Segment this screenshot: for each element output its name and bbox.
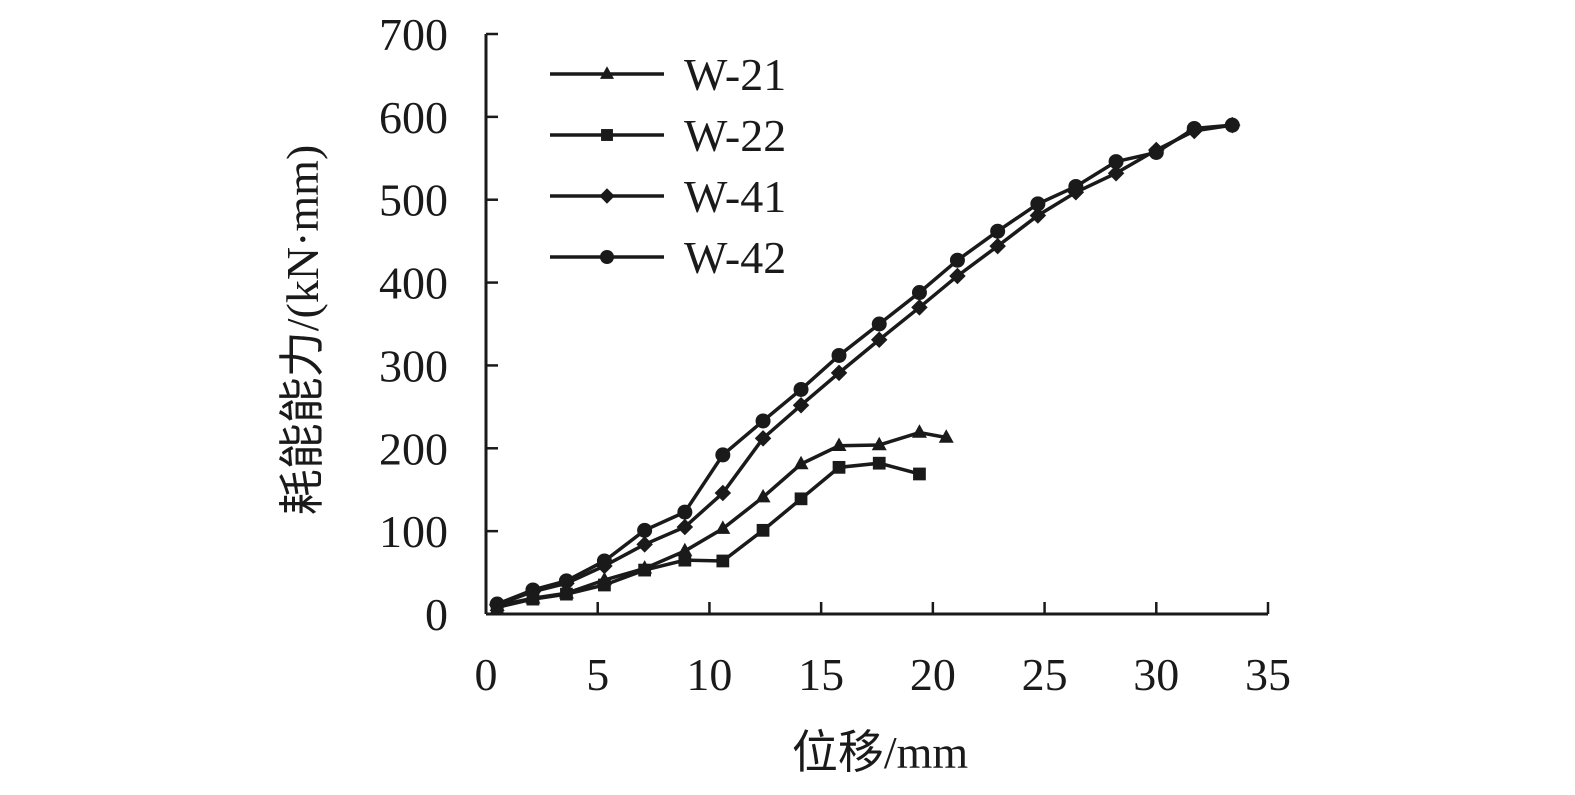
x-tick-label: 25: [1022, 649, 1068, 700]
legend-label: W-21: [684, 49, 786, 100]
y-tick-label: 100: [379, 506, 448, 557]
marker-triangle: [938, 429, 954, 443]
legend-item: W-41: [550, 171, 786, 222]
marker-diamond: [636, 536, 653, 553]
marker-square: [756, 523, 770, 537]
legend-item: W-21: [550, 49, 786, 100]
marker-circle: [600, 250, 614, 264]
marker-diamond: [911, 299, 928, 316]
marker-diamond: [949, 267, 966, 285]
marker-circle: [1068, 178, 1084, 194]
y-tick-label: 300: [379, 340, 448, 391]
marker-circle: [793, 381, 809, 397]
legend-label: W-41: [684, 171, 786, 222]
x-tick-label: 10: [686, 649, 732, 700]
marker-square: [638, 563, 652, 577]
series-W-41: [488, 116, 1241, 614]
marker-circle: [489, 596, 505, 612]
marker-diamond: [1029, 207, 1047, 224]
y-axis-label: 耗能能力/(kN·mm): [277, 145, 328, 516]
marker-diamond: [792, 396, 810, 414]
marker-square: [832, 460, 846, 474]
legend: W-21 W-22 W-41 W-42: [550, 49, 786, 283]
y-tick-label: 200: [379, 423, 448, 474]
marker-triangle: [677, 542, 693, 557]
y-tick-label: 400: [379, 258, 448, 309]
series-line: [496, 123, 1233, 606]
series-W-42: [489, 117, 1240, 612]
marker-circle: [715, 447, 731, 463]
marker-square: [598, 578, 611, 592]
marker-triangle: [600, 66, 614, 79]
marker-diamond: [830, 364, 848, 382]
marker-circle: [911, 285, 927, 301]
axes: 0 5 10 15 20 25 30 35 0 100 200 300 400 500 600 700: [379, 9, 1291, 700]
x-tick-label: 15: [798, 649, 844, 700]
x-tick-label: 30: [1133, 649, 1179, 700]
marker-circle: [990, 223, 1006, 239]
marker-circle: [1186, 120, 1202, 136]
marker-diamond: [754, 430, 772, 447]
marker-diamond: [599, 188, 615, 204]
marker-triangle: [831, 437, 847, 452]
series-W-22: [490, 456, 926, 614]
marker-square: [678, 553, 692, 567]
marker-circle: [1224, 117, 1240, 133]
y-tick-label: 700: [379, 9, 448, 60]
x-tick-label: 5: [586, 649, 609, 700]
marker-diamond: [870, 331, 888, 348]
x-axis-label: 位移/mm: [792, 727, 969, 778]
marker-circle: [1108, 154, 1124, 170]
marker-diamond: [989, 237, 1006, 255]
marker-triangle: [755, 488, 771, 503]
series-group: [488, 116, 1241, 614]
legend-item: W-22: [550, 110, 786, 161]
legend-label: W-22: [684, 110, 786, 161]
marker-circle: [637, 522, 653, 538]
y-tick-label: 600: [379, 92, 448, 143]
marker-circle: [949, 252, 965, 268]
marker-circle: [558, 573, 574, 589]
marker-circle: [755, 413, 771, 429]
y-tick-label: 0: [425, 589, 448, 640]
x-tick-label: 35: [1245, 649, 1291, 700]
marker-circle: [677, 504, 693, 520]
x-tick-label: 20: [910, 649, 956, 700]
y-tick-label: 500: [379, 175, 448, 226]
marker-triangle: [793, 455, 809, 470]
legend-label: W-42: [684, 232, 786, 283]
marker-circle: [871, 316, 887, 332]
marker-square: [601, 129, 613, 141]
marker-triangle: [911, 424, 927, 438]
marker-square: [913, 467, 926, 481]
marker-square: [872, 456, 886, 470]
marker-diamond: [714, 484, 732, 502]
marker-circle: [1148, 144, 1164, 160]
marker-square: [560, 587, 573, 601]
marker-circle: [831, 347, 847, 363]
marker-triangle: [715, 520, 731, 534]
marker-square: [794, 492, 808, 506]
x-tick-label: 0: [475, 649, 498, 700]
marker-diamond: [1107, 164, 1125, 182]
legend-item: W-42: [550, 232, 786, 283]
marker-circle: [596, 553, 612, 569]
marker-triangle: [871, 436, 887, 451]
marker-circle: [525, 582, 541, 598]
marker-circle: [1030, 196, 1046, 212]
marker-diamond: [676, 518, 694, 536]
marker-square: [716, 554, 730, 568]
